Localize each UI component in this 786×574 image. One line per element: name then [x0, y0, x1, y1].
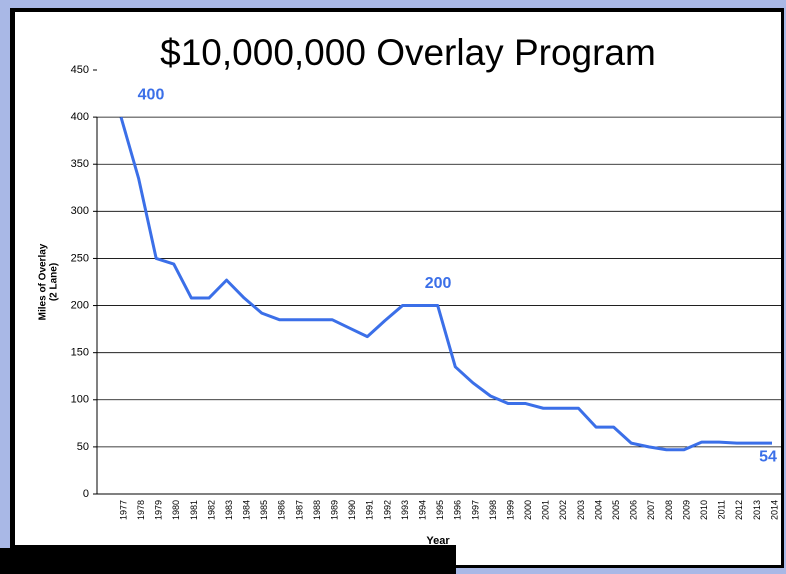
x-tick-label: 1994: [417, 500, 427, 520]
y-axis-title: (2 Lane): [49, 263, 60, 301]
x-tick-label: 1984: [242, 500, 252, 520]
x-tick: 1991: [365, 500, 375, 520]
x-tick: 1987: [294, 500, 304, 520]
x-tick-label: 2007: [646, 500, 656, 520]
x-tick: 2014: [769, 500, 779, 520]
x-tick-label: 1983: [224, 500, 234, 520]
y-axis-title: Miles of Overlay: [38, 243, 49, 320]
x-tick-label: 2002: [558, 500, 568, 520]
x-tick: 2012: [734, 500, 744, 520]
x-tick: 1977: [118, 500, 128, 520]
x-tick: 1994: [417, 500, 427, 520]
x-tick: 2005: [611, 500, 621, 520]
x-tick-label: 1980: [171, 500, 181, 520]
x-tick: 1998: [488, 500, 498, 520]
x-tick: 1995: [435, 500, 445, 520]
x-tick-label: 2001: [541, 500, 551, 520]
y-tick-label: 300: [71, 205, 89, 217]
x-tick: 2002: [558, 500, 568, 520]
x-tick-label: 1986: [277, 500, 287, 520]
x-tick-label: 1977: [118, 500, 128, 520]
x-tick: 2006: [629, 500, 639, 520]
x-tick: 2008: [664, 500, 674, 520]
x-tick: 2001: [541, 500, 551, 520]
x-tick: 2011: [717, 500, 727, 519]
y-tick-label: 150: [71, 347, 89, 359]
y-tick-label: 400: [71, 111, 89, 123]
x-tick-label: 1988: [312, 500, 322, 520]
y-tick-label: 0: [83, 488, 89, 500]
x-tick: 1993: [400, 500, 410, 520]
x-tick-label: 1992: [382, 500, 392, 520]
x-tick: 2009: [681, 500, 691, 520]
x-tick-label: 2012: [734, 500, 744, 520]
y-tick-label: 350: [71, 158, 89, 170]
x-tick-label: 1982: [206, 500, 216, 520]
x-tick: 1984: [242, 500, 252, 520]
y-tick-label: 450: [71, 64, 89, 76]
x-tick: 1980: [171, 500, 181, 520]
data-line: [119, 116, 772, 452]
x-tick: 2000: [523, 500, 533, 520]
x-tick-label: 1981: [189, 500, 199, 520]
x-tick: 1981: [189, 500, 199, 520]
x-tick-label: 2004: [593, 500, 603, 520]
x-tick: 1999: [505, 500, 515, 520]
x-tick-label: 1998: [488, 500, 498, 520]
y-tick-label: 100: [71, 394, 89, 406]
x-tick-label: 1993: [400, 500, 410, 520]
x-tick: 2013: [752, 500, 762, 520]
x-tick: 1985: [259, 500, 269, 520]
x-tick-label: 2014: [769, 500, 779, 520]
x-tick-label: 1979: [154, 500, 164, 520]
data-label: 200: [425, 275, 452, 292]
x-tick-label: 1995: [435, 500, 445, 520]
x-tick-label: 2011: [717, 500, 727, 519]
x-tick-label: 1997: [470, 500, 480, 520]
x-tick-label: 2010: [699, 500, 709, 520]
x-tick-label: 2006: [629, 500, 639, 520]
x-tick-label: 2008: [664, 500, 674, 520]
x-tick: 1989: [330, 500, 340, 520]
data-label: 54: [759, 448, 777, 465]
x-tick-label: 1991: [365, 500, 375, 520]
x-tick: 2010: [699, 500, 709, 520]
x-tick: 1979: [154, 500, 164, 520]
data-label: 400: [138, 86, 165, 103]
x-tick-label: 2013: [752, 500, 762, 520]
x-tick: 1990: [347, 500, 357, 520]
x-axis-title: Year: [426, 535, 450, 547]
x-tick: 1978: [136, 500, 146, 520]
x-tick-label: 1999: [505, 500, 515, 520]
x-tick: 1988: [312, 500, 322, 520]
x-tick-label: 2003: [576, 500, 586, 520]
x-tick-label: 1990: [347, 500, 357, 520]
x-tick: 1996: [453, 500, 463, 520]
y-tick-label: 200: [71, 299, 89, 311]
x-tick: 2003: [576, 500, 586, 520]
x-tick-label: 2000: [523, 500, 533, 520]
x-tick-label: 1978: [136, 500, 146, 520]
y-tick-label: 250: [71, 252, 89, 264]
y-tick-label: 50: [77, 441, 89, 453]
x-tick-label: 2009: [681, 500, 691, 520]
x-tick: 1982: [206, 500, 216, 520]
panel-foot: [456, 545, 781, 565]
x-tick: 1986: [277, 500, 287, 520]
x-tick: 1992: [382, 500, 392, 520]
x-tick: 1997: [470, 500, 480, 520]
x-tick-label: 1989: [330, 500, 340, 520]
chart-title: $10,000,000 Overlay Program: [160, 32, 656, 73]
x-tick-label: 1996: [453, 500, 463, 520]
x-tick-label: 1987: [294, 500, 304, 520]
x-tick-label: 2005: [611, 500, 621, 520]
x-tick: 2004: [593, 500, 603, 520]
x-tick-label: 1985: [259, 500, 269, 520]
x-tick: 2007: [646, 500, 656, 520]
x-tick: 1983: [224, 500, 234, 520]
panel: [15, 12, 781, 545]
frame-bar: [0, 548, 456, 574]
